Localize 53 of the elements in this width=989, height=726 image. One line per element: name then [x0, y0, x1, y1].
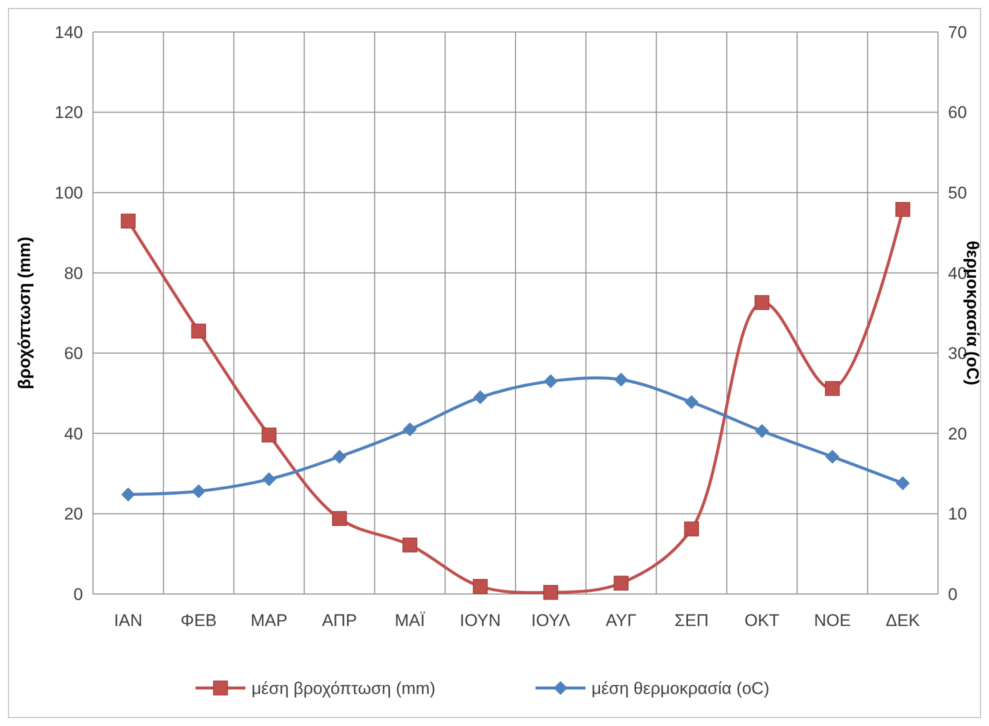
point [402, 538, 418, 552]
x-tick-label: ΦΕΒ [180, 611, 217, 630]
point [472, 578, 488, 594]
point [684, 522, 699, 536]
y-tick-label: 140 [54, 22, 83, 42]
x-tick-label: ΣΕΠ [674, 611, 709, 630]
y-tick-label: 0 [74, 584, 83, 604]
y-axis-title: βροχόπτωση (mm) [15, 236, 34, 390]
point [896, 476, 910, 490]
point [262, 472, 276, 486]
x-tick-label: ΑΠΡ [322, 611, 357, 630]
x-tick-label: ΝΟΕ [814, 611, 851, 630]
point [895, 202, 910, 217]
y-tick-label: 20 [64, 504, 83, 524]
y2-tick-label: 50 [948, 184, 967, 203]
y-tick-label: 40 [64, 424, 83, 444]
point [754, 424, 769, 438]
y2-tick-label: 0 [948, 584, 958, 604]
x-tick-label: ΙΟΥΛ [531, 611, 571, 630]
point [825, 450, 840, 464]
legend-label: μέση βροχόπτωση (mm) [252, 678, 436, 698]
point [544, 374, 558, 388]
legend-label: μέση θερμοκρασία (oC) [592, 678, 770, 698]
point [332, 450, 346, 464]
x-tick-label: ΙΑΝ [114, 611, 142, 630]
point [473, 390, 488, 404]
x-tick-label: ΔΕΚ [886, 611, 920, 630]
x-tick-label: ΟΚΤ [744, 611, 780, 630]
point [121, 487, 136, 502]
x-tick-label: ΙΟΥΝ [460, 611, 501, 630]
y2-tick-label: 60 [948, 103, 967, 122]
y2-tick-label: 20 [948, 424, 967, 444]
point [120, 214, 136, 228]
y2-tick-label: 70 [948, 22, 967, 42]
y-tick-label: 60 [64, 344, 83, 364]
y-tick-label: 80 [64, 264, 83, 283]
point [614, 576, 629, 591]
point [754, 295, 770, 310]
point [684, 395, 699, 410]
x-tick-label: ΑΥΓ [606, 611, 637, 630]
point [614, 372, 628, 387]
point [332, 511, 347, 526]
point [402, 422, 417, 436]
y2-tick-label: 10 [948, 504, 967, 524]
point [262, 428, 276, 442]
y-tick-label: 100 [54, 184, 83, 203]
x-tick-label: ΜΑΪ [394, 611, 426, 630]
x-tick-label: ΜΑΡ [250, 611, 288, 630]
point [191, 324, 206, 338]
point [192, 484, 206, 498]
point [543, 584, 558, 600]
y-tick-label: 120 [54, 103, 83, 122]
point [824, 381, 840, 396]
